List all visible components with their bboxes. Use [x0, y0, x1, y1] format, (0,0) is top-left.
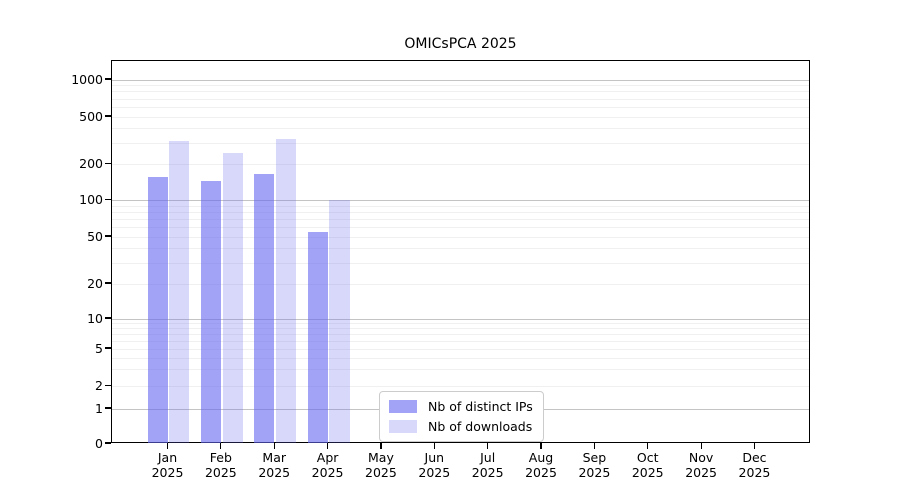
gridline-100: [112, 200, 809, 201]
bar-nb-of-downloads-feb-2025: [222, 153, 243, 443]
gridline-40: [112, 247, 809, 249]
y-tick-label-5: 5: [95, 340, 103, 356]
y-tick-label-10: 10: [87, 310, 103, 326]
y-tick-label-20: 20: [87, 275, 103, 291]
x-tick-label-jul-2025: Jul 2025: [471, 450, 504, 480]
y-tick-mark-100: [105, 198, 111, 201]
legend-label-distinct-ips: Nb of distinct IPs: [428, 399, 533, 414]
y-tick-label-1: 1: [95, 400, 103, 416]
gridline-2: [112, 386, 809, 387]
x-tick-mark-mar-2025: [273, 443, 275, 449]
plot-area: Nb of distinct IPs Nb of downloads: [111, 60, 810, 443]
legend-swatch-downloads: [389, 420, 417, 433]
gridline-10: [112, 318, 809, 320]
gridline-9: [112, 323, 809, 325]
y-tick-label-1000: 1000: [71, 71, 103, 87]
gridline-6: [112, 340, 809, 342]
y-tick-mark-20: [105, 282, 111, 284]
x-tick-label-jun-2025: Jun 2025: [418, 450, 451, 480]
x-tick-mark-jan-2025: [166, 443, 169, 449]
x-tick-mark-may-2025: [380, 443, 382, 449]
bar-nb-of-distinct-ips-jan-2025: [147, 177, 168, 443]
x-tick-mark-apr-2025: [326, 443, 329, 449]
y-tick-label-0: 0: [95, 435, 103, 451]
x-tick-mark-oct-2025: [647, 443, 649, 449]
x-tick-label-feb-2025: Feb 2025: [204, 450, 237, 480]
y-tick-label-100: 100: [79, 192, 103, 207]
gridline-600: [112, 106, 809, 108]
y-tick-mark-0: [105, 442, 111, 444]
gridline-80: [112, 211, 809, 213]
gridline-30: [112, 262, 809, 264]
legend-item-distinct-ips: Nb of distinct IPs: [389, 399, 533, 414]
x-tick-label-oct-2025: Oct 2025: [631, 450, 664, 480]
x-tick-mark-jul-2025: [487, 443, 489, 449]
x-tick-label-sep-2025: Sep 2025: [578, 450, 611, 480]
bar-nb-of-downloads-apr-2025: [329, 199, 350, 443]
x-tick-mark-dec-2025: [753, 443, 756, 449]
y-tick-mark-2: [105, 384, 111, 387]
gridline-700: [112, 98, 809, 100]
chart-title: OMICsPCA 2025: [404, 36, 517, 52]
bar-nb-of-distinct-ips-apr-2025: [307, 231, 328, 443]
bar-nb-of-distinct-ips-mar-2025: [254, 174, 275, 443]
gridline-200: [112, 164, 809, 165]
gridline-400: [112, 128, 809, 130]
gridline-90: [112, 205, 809, 207]
legend-label-downloads: Nb of downloads: [428, 419, 533, 434]
x-tick-label-may-2025: May 2025: [365, 450, 397, 480]
gridline-800: [112, 91, 809, 93]
gridline-1000: [112, 79, 809, 81]
gridline-70: [112, 218, 809, 220]
y-tick-mark-200: [105, 162, 111, 165]
x-tick-mark-jun-2025: [433, 443, 435, 449]
y-tick-label-500: 500: [79, 108, 103, 124]
y-tick-mark-500: [105, 115, 111, 117]
x-tick-label-aug-2025: Aug 2025: [525, 450, 557, 480]
y-tick-label-2: 2: [95, 378, 103, 393]
x-tick-mark-feb-2025: [220, 443, 222, 449]
y-tick-mark-50: [105, 235, 111, 237]
gridline-3: [112, 369, 809, 371]
gridline-900: [112, 85, 809, 87]
bar-nb-of-distinct-ips-feb-2025: [200, 181, 222, 443]
x-tick-mark-sep-2025: [593, 443, 595, 449]
x-tick-mark-aug-2025: [540, 443, 542, 449]
x-tick-label-mar-2025: Mar 2025: [258, 450, 291, 480]
legend: Nb of distinct IPs Nb of downloads: [379, 391, 544, 442]
x-tick-label-dec-2025: Dec 2025: [738, 450, 771, 480]
bar-nb-of-downloads-mar-2025: [276, 138, 297, 443]
gridline-8: [112, 328, 809, 330]
gridline-7: [112, 333, 809, 335]
gridline-300: [112, 142, 809, 144]
y-tick-mark-1000: [105, 78, 111, 80]
y-tick-label-50: 50: [87, 228, 103, 244]
legend-item-downloads: Nb of downloads: [389, 419, 533, 434]
gridline-50: [112, 236, 809, 238]
x-tick-label-nov-2025: Nov 2025: [685, 450, 717, 480]
gridline-5: [112, 348, 809, 350]
legend-swatch-distinct-ips: [389, 400, 417, 413]
y-tick-label-200: 200: [79, 156, 103, 171]
gridline-60: [112, 226, 809, 228]
bar-nb-of-downloads-jan-2025: [169, 141, 190, 443]
y-tick-mark-5: [105, 347, 111, 349]
gridline-500: [112, 116, 809, 118]
x-tick-label-apr-2025: Apr 2025: [311, 450, 344, 480]
y-tick-mark-10: [105, 317, 111, 319]
gridline-4: [112, 357, 809, 359]
x-tick-mark-nov-2025: [700, 443, 702, 449]
y-tick-mark-1: [105, 407, 111, 409]
gridline-20: [112, 283, 809, 285]
x-tick-label-jan-2025: Jan 2025: [151, 450, 184, 480]
